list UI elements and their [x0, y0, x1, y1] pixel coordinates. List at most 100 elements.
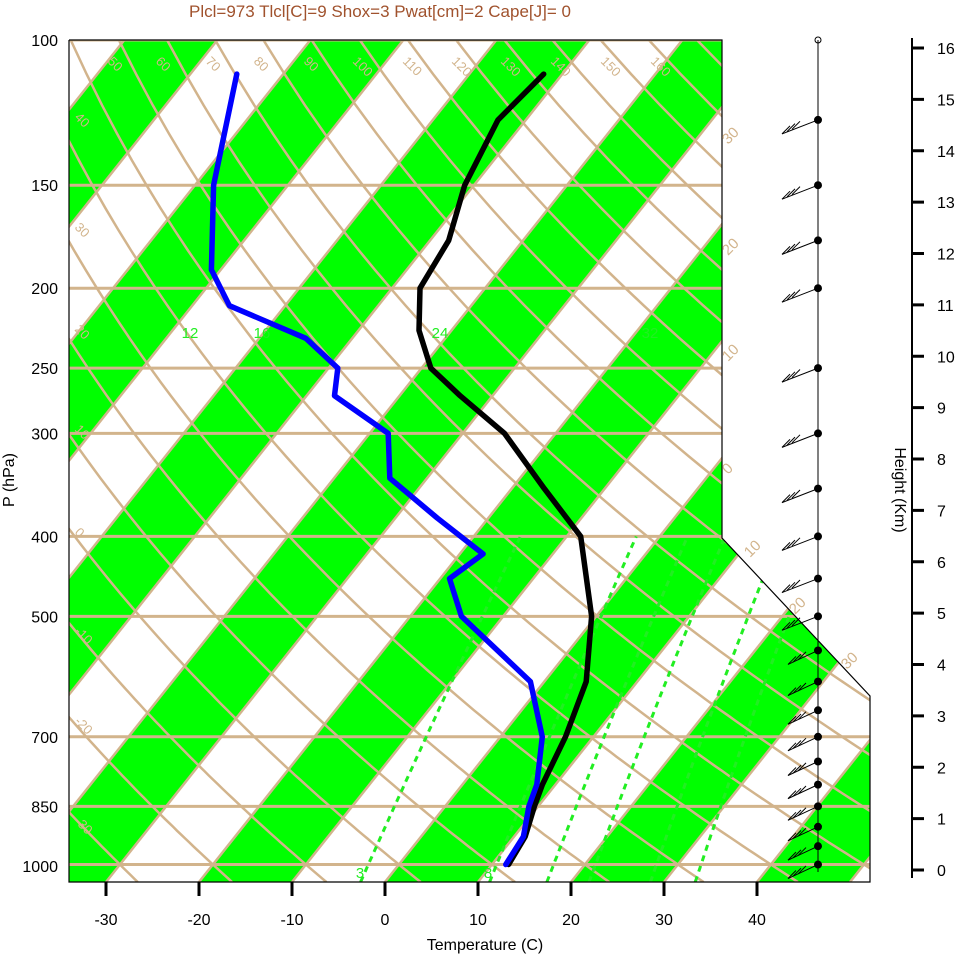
wind-barb-feather [781, 439, 791, 448]
isotherm-line [756, 40, 870, 882]
dry-adiabat-line [69, 40, 233, 882]
temperature-tick-label: -20 [187, 912, 210, 929]
wind-barb-feather [797, 682, 807, 692]
plot-frame [68, 39, 871, 883]
wind-barb-staff [781, 488, 819, 504]
isotherm-line [69, 40, 591, 882]
wind-barb-feather [781, 293, 791, 303]
wind-barb-feather [786, 291, 796, 301]
dry-adiabat-line [69, 40, 328, 882]
isotherm-label: 10 [741, 537, 765, 561]
pressure-tick-label: 400 [31, 529, 58, 546]
wind-barb-staff [781, 239, 819, 255]
isotherm-label: 30 [838, 649, 862, 673]
isotherm-stripe [571, 40, 870, 882]
wind-barb-feather [791, 434, 801, 444]
wind-barb-feather [787, 870, 797, 879]
mixing-ratio-line [693, 535, 821, 882]
mixing-ratio-line [359, 535, 522, 882]
height-tick-label: 12 [937, 247, 955, 264]
pressure-tick-labels: 100 150 200 250 300 400 500 700 850 1000 [22, 33, 58, 876]
height-tick-label: 10 [937, 349, 955, 366]
wind-barb-feather [786, 188, 796, 198]
pressure-tick-label: 300 [31, 426, 58, 443]
dry-adiabat-line [69, 40, 705, 882]
wind-barb-feather [792, 713, 802, 723]
height-tick-label: 5 [937, 606, 946, 623]
wind-top-marker [814, 36, 822, 44]
wind-barb-feather [787, 851, 797, 861]
wind-barb-feather [786, 123, 796, 132]
wind-barb-feather [792, 764, 802, 774]
wind-barb-feather [786, 371, 796, 381]
temperature-tick-label: 20 [562, 912, 580, 929]
wind-barb-feather [792, 684, 802, 694]
wind-barb-feather [791, 579, 801, 589]
wind-barb-staff [781, 287, 819, 303]
height-tick-label: 8 [937, 452, 946, 469]
wind-barb-feather [792, 653, 802, 663]
wind-barb-feather [781, 542, 791, 551]
wind-barb-staff [787, 784, 819, 800]
wind-barb-feather [797, 762, 807, 772]
wind-barb-feather [786, 243, 796, 253]
dry-adiabat-label: 30 [72, 220, 93, 241]
height-tick-label: 0 [937, 863, 946, 880]
temperature-line [416, 71, 595, 868]
isotherm-line [69, 40, 684, 882]
wind-barb-feather [781, 190, 791, 200]
isotherm-line [69, 40, 405, 882]
wind-barb-feather [792, 740, 802, 749]
wind-barb-feather [787, 767, 797, 776]
wind-barb-feather [792, 867, 802, 877]
height-tick-label: 13 [937, 195, 955, 212]
wind-barb-staff [781, 367, 819, 383]
temperature-tick-labels: -30 -20 -10 0 10 20 30 40 [94, 882, 766, 929]
dry-adiabat-line [69, 40, 422, 882]
wind-barb-feather [786, 436, 796, 446]
temperature-tick-label: -10 [280, 912, 303, 929]
dry-adiabat-label: -20 [72, 714, 96, 738]
wind-barb-feather [787, 715, 797, 725]
isotherm-line [663, 40, 870, 882]
dry-adiabat-line [310, 40, 870, 882]
wind-barb-feather [787, 811, 797, 821]
temperature-tick-label: 40 [748, 912, 766, 929]
wind-barb-feather [797, 827, 807, 837]
dewpoint-line [208, 71, 546, 868]
temperature-tick-label: 0 [381, 912, 390, 929]
wind-barb-staff [781, 184, 819, 200]
wind-barb-staff [787, 736, 819, 752]
wind-barb-feather [791, 241, 801, 251]
height-tick-label: 3 [937, 709, 946, 726]
pressure-tick-label: 250 [31, 361, 58, 378]
wind-barb-feather [797, 711, 807, 721]
wind-barb-feather [797, 807, 807, 817]
mixing-ratio-label: 16 [254, 325, 271, 342]
wind-barb-feather [792, 787, 802, 797]
wind-barb-feather [797, 847, 807, 856]
mixing-ratio-label: 24 [432, 325, 449, 342]
mixing-ratio-label: 3 [356, 865, 364, 882]
sounding-series [208, 71, 595, 868]
isotherm-line [69, 40, 498, 882]
pressure-tick-label: 150 [31, 178, 58, 195]
wind-barb-feather [791, 617, 801, 627]
mixing-ratio-label: 32 [642, 325, 659, 342]
pressure-tick-label: 100 [31, 33, 58, 50]
height-tick-label: 14 [937, 144, 955, 161]
wind-barb-staff [781, 119, 819, 135]
wind-barb-feather [781, 584, 791, 593]
isotherm-line [69, 40, 219, 882]
wind-barb-staff [781, 615, 819, 631]
y-axis-title: P (hPa) [1, 453, 18, 507]
dry-adiabat-line [117, 40, 870, 882]
height-tick-label: 6 [937, 555, 946, 572]
wind-barb-feather [792, 809, 802, 819]
pressure-tick-label: 1000 [22, 859, 58, 876]
height-axis-title: Height (Km) [891, 447, 908, 532]
mixing-ratio-line [488, 535, 638, 882]
wind-barb-feather [787, 742, 797, 752]
wind-barb-feather [787, 656, 797, 665]
